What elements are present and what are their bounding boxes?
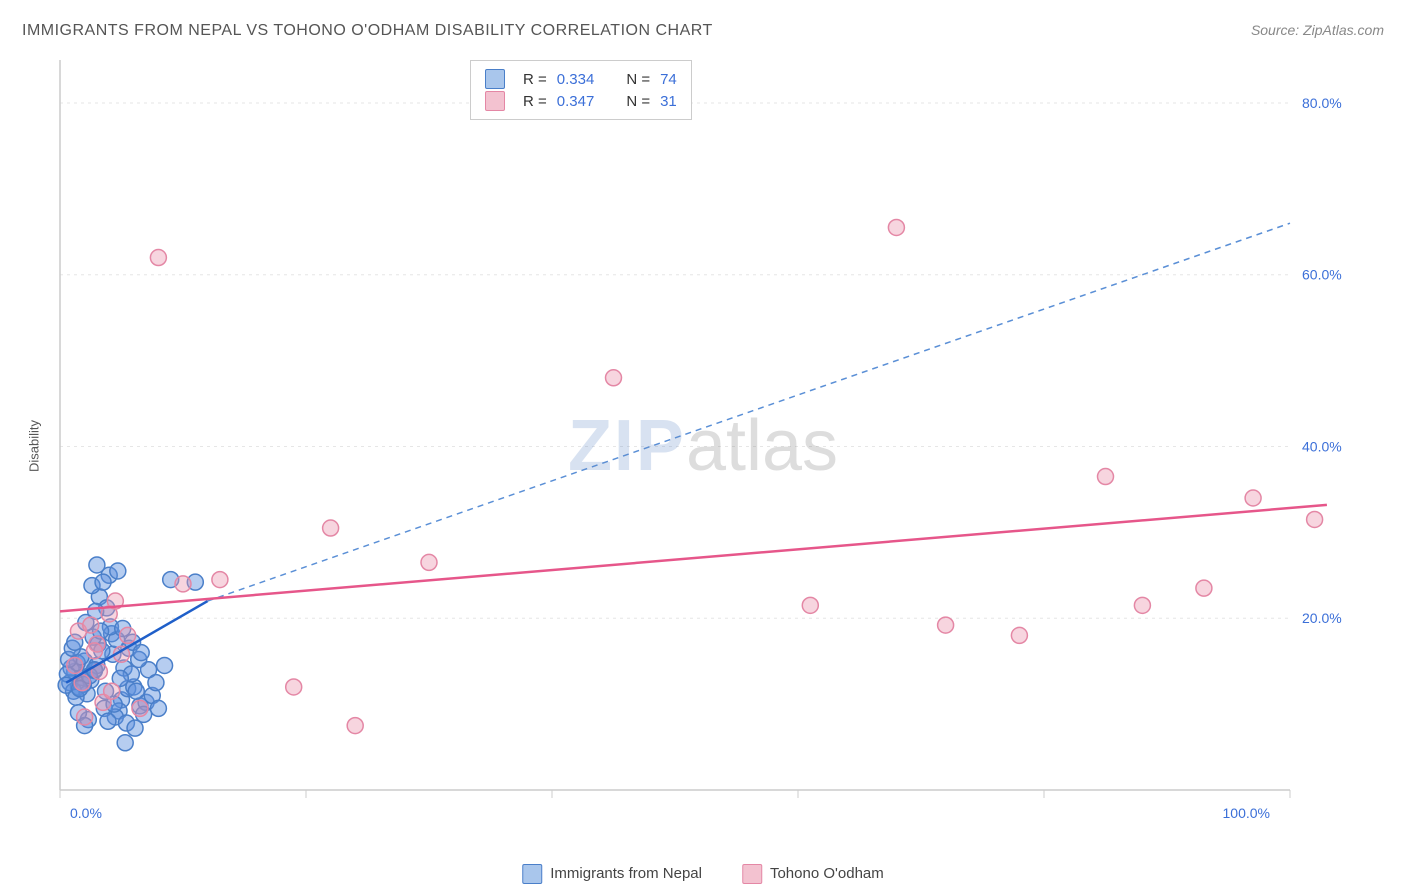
scatter-point: [132, 700, 148, 716]
scatter-point: [1098, 469, 1114, 485]
correlation-legend-row: R = 0.347 N = 31: [485, 91, 677, 111]
legend-swatch: [485, 91, 505, 111]
r-label: R =: [523, 93, 547, 110]
scatter-point: [150, 700, 166, 716]
legend-swatch: [522, 864, 542, 884]
scatter-point: [1245, 490, 1261, 506]
scatter-point: [150, 250, 166, 266]
scatter-point: [67, 657, 83, 673]
x-tick-label: 0.0%: [70, 805, 102, 821]
scatter-point: [1196, 580, 1212, 596]
n-value: 74: [660, 71, 677, 88]
scatter-point: [802, 597, 818, 613]
scatter-point: [89, 557, 105, 573]
scatter-point: [175, 576, 191, 592]
y-tick-label: 40.0%: [1302, 438, 1342, 454]
scatter-point: [1134, 597, 1150, 613]
scatter-point: [77, 709, 93, 725]
scatter-point: [1011, 627, 1027, 643]
scatter-point: [120, 627, 136, 643]
scatter-point: [148, 675, 164, 691]
source-value: ZipAtlas.com: [1303, 22, 1384, 38]
scatter-point: [95, 574, 111, 590]
r-value: 0.347: [557, 93, 595, 110]
legend-swatch: [742, 864, 762, 884]
scatter-point: [938, 617, 954, 633]
n-label: N =: [626, 93, 650, 110]
scatter-point: [110, 563, 126, 579]
scatter-point: [86, 643, 102, 659]
y-axis-label: Disability: [27, 420, 42, 472]
scatter-point: [1307, 511, 1323, 527]
series-legend: Immigrants from Nepal Tohono O'odham: [522, 864, 884, 884]
scatter-point: [212, 572, 228, 588]
legend-swatch: [485, 69, 505, 89]
r-label: R =: [523, 71, 547, 88]
legend-label: Tohono O'odham: [770, 865, 884, 882]
legend-label: Immigrants from Nepal: [550, 865, 702, 882]
scatter-point: [286, 679, 302, 695]
scatter-point: [127, 720, 143, 736]
r-value: 0.334: [557, 71, 595, 88]
trend-line: [60, 505, 1327, 611]
y-tick-label: 60.0%: [1302, 267, 1342, 283]
scatter-point: [888, 219, 904, 235]
n-value: 31: [660, 93, 677, 110]
source-label: Source:: [1251, 22, 1299, 38]
scatter-point: [323, 520, 339, 536]
scatter-point: [117, 735, 133, 751]
legend-item: Immigrants from Nepal: [522, 864, 702, 884]
scatter-point: [83, 617, 99, 633]
scatter-point: [128, 683, 144, 699]
scatter-point: [100, 713, 116, 729]
trend-extrapolation: [208, 223, 1290, 601]
chart-title: IMMIGRANTS FROM NEPAL VS TOHONO O'ODHAM …: [22, 22, 713, 40]
correlation-legend-row: R = 0.334 N = 74: [485, 69, 677, 89]
scatter-chart: 20.0% 40.0% 60.0% 80.0% 0.0% 100.0%: [50, 50, 1350, 830]
scatter-point: [133, 645, 149, 661]
x-tick-label: 100.0%: [1223, 805, 1270, 821]
scatter-point: [347, 718, 363, 734]
scatter-point: [157, 657, 173, 673]
scatter-point: [606, 370, 622, 386]
y-tick-label: 80.0%: [1302, 95, 1342, 111]
chart-container: 20.0% 40.0% 60.0% 80.0% 0.0% 100.0%: [50, 50, 1386, 862]
legend-item: Tohono O'odham: [742, 864, 884, 884]
correlation-legend-box: R = 0.334 N = 74 R = 0.347 N = 31: [470, 60, 692, 120]
n-label: N =: [626, 71, 650, 88]
scatter-point: [421, 554, 437, 570]
source-attribution: Source: ZipAtlas.com: [1251, 22, 1384, 38]
scatter-point: [104, 683, 120, 699]
y-tick-label: 20.0%: [1302, 610, 1342, 626]
